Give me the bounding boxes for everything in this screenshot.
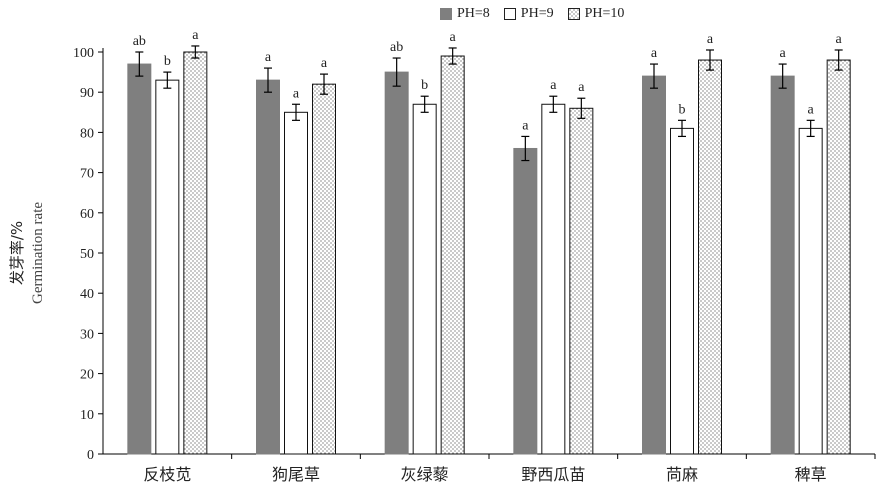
y-tick-label: 30 <box>80 327 94 342</box>
bar <box>312 83 336 455</box>
legend-label-ph8: PH=8 <box>457 6 490 21</box>
y-tick-label: 100 <box>73 46 94 61</box>
y-tick-label: 80 <box>80 126 94 141</box>
bar <box>698 59 722 455</box>
legend-item-ph10: PH=10 <box>567 6 625 22</box>
x-tick-label: 反枝苋 <box>143 465 191 484</box>
bars <box>127 45 851 455</box>
y-tick-label: 50 <box>80 247 94 262</box>
bar <box>798 127 823 455</box>
significance-letter: a <box>651 46 658 61</box>
bar <box>569 107 594 455</box>
bar <box>155 79 180 455</box>
significance-letter: a <box>836 32 843 47</box>
bar <box>513 147 538 455</box>
x-tick-label: 稗草 <box>795 465 827 484</box>
significance-letter: a <box>192 28 199 43</box>
legend-swatch-dotted <box>567 8 580 20</box>
significance-letter: a <box>321 56 328 71</box>
significance-letter: a <box>578 80 585 95</box>
legend-swatch-hollow <box>503 8 516 20</box>
bar <box>670 127 694 455</box>
significance-letter: a <box>707 32 714 47</box>
bar <box>284 111 308 455</box>
x-tick-label: 狗尾草 <box>272 465 320 484</box>
x-tick-label: 苘麻 <box>666 465 698 484</box>
legend-item-ph9: PH=9 <box>503 6 554 22</box>
y-axis-label-en: Germination rate <box>30 202 46 304</box>
x-tick-label: 灰绿藜 <box>401 465 449 484</box>
y-tick-label: 10 <box>80 408 94 423</box>
bar <box>440 55 465 455</box>
bar <box>770 75 795 455</box>
y-tick-label: 0 <box>87 448 94 463</box>
bar <box>183 51 208 455</box>
legend: PH=8 PH=9 PH=10 <box>440 6 638 22</box>
bar <box>541 103 566 455</box>
x-tick-label: 野西瓜苗 <box>521 465 585 484</box>
bar <box>127 63 152 455</box>
bar <box>412 103 437 455</box>
legend-item-ph8: PH=8 <box>440 6 490 22</box>
significance-letter: a <box>808 102 815 117</box>
bar <box>642 75 666 455</box>
y-tick-label: 70 <box>80 167 94 182</box>
y-tick-label: 40 <box>80 287 94 302</box>
legend-swatch-solid <box>440 8 452 20</box>
axes: 0 10 20 30 40 50 60 70 80 90 100 发芽率/% Germination r… <box>8 46 876 463</box>
significance-letter: b <box>164 54 171 69</box>
significance-letter: ab <box>133 34 146 49</box>
bar <box>384 71 409 455</box>
significance-letter: a <box>450 30 457 45</box>
significance-letter: a <box>265 50 272 65</box>
y-tick-label: 20 <box>80 368 94 383</box>
significance-letter: b <box>679 102 686 117</box>
bar <box>256 79 280 455</box>
significance-letter: a <box>550 78 557 93</box>
bar <box>826 59 851 455</box>
y-tick-label: 60 <box>80 207 94 222</box>
significance-letter: ab <box>390 40 403 55</box>
significance-letter: a <box>780 46 787 61</box>
legend-label-ph9: PH=9 <box>520 6 554 21</box>
y-axis-label-cn: 发芽率/% <box>8 221 26 285</box>
significance-letter: a <box>293 86 300 101</box>
legend-label-ph10: PH=10 <box>584 6 625 21</box>
significance-letter: b <box>421 78 428 93</box>
y-tick-label: 90 <box>80 86 94 101</box>
significance-letter: a <box>522 118 529 133</box>
